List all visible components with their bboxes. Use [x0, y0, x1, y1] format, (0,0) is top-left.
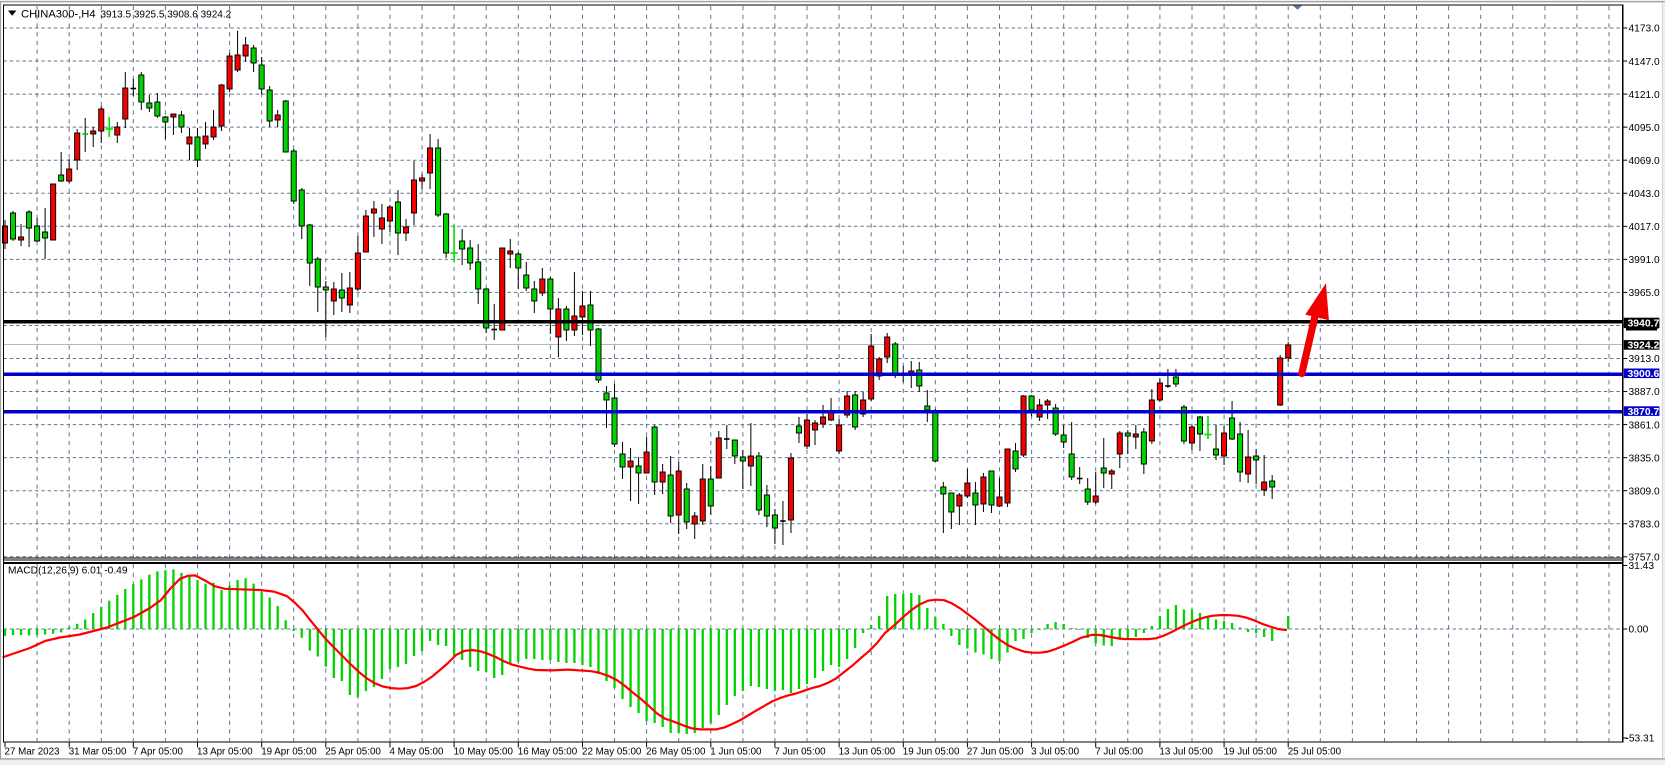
svg-text:26 May 05:00: 26 May 05:00 [646, 747, 706, 758]
svg-text:MACD(12,26,9) 6.01 -0.49: MACD(12,26,9) 6.01 -0.49 [8, 565, 128, 576]
svg-text:4147.0: 4147.0 [1629, 57, 1660, 68]
svg-text:13 Jul 05:00: 13 Jul 05:00 [1159, 747, 1213, 758]
svg-text:3913.0: 3913.0 [1629, 354, 1660, 365]
svg-text:7 Apr 05:00: 7 Apr 05:00 [133, 747, 184, 758]
svg-text:19 Apr 05:00: 19 Apr 05:00 [261, 747, 317, 758]
svg-text:10 May 05:00: 10 May 05:00 [454, 747, 514, 758]
svg-text:13 Apr 05:00: 13 Apr 05:00 [197, 747, 253, 758]
svg-text:3870.7: 3870.7 [1628, 407, 1660, 418]
svg-text:3900.6: 3900.6 [1628, 369, 1660, 380]
svg-text:3757.0: 3757.0 [1629, 553, 1660, 564]
svg-text:25 Apr 05:00: 25 Apr 05:00 [325, 747, 381, 758]
svg-text:1 Jun 05:00: 1 Jun 05:00 [710, 747, 762, 758]
svg-text:-53.31: -53.31 [1626, 734, 1655, 745]
svg-text:3913.5 3925.5 3908.6 3924.2: 3913.5 3925.5 3908.6 3924.2 [101, 10, 232, 21]
svg-text:31.43: 31.43 [1629, 561, 1655, 572]
svg-text:4069.0: 4069.0 [1629, 156, 1660, 167]
svg-text:4017.0: 4017.0 [1629, 222, 1660, 233]
svg-text:27 Mar 2023: 27 Mar 2023 [5, 747, 61, 758]
svg-text:7 Jul 05:00: 7 Jul 05:00 [1095, 747, 1143, 758]
svg-text:3 Jul 05:00: 3 Jul 05:00 [1031, 747, 1079, 758]
svg-text:4095.0: 4095.0 [1629, 123, 1660, 134]
svg-text:CHINA300-,H4: CHINA300-,H4 [21, 9, 96, 21]
svg-text:4 May 05:00: 4 May 05:00 [390, 747, 444, 758]
svg-text:3965.0: 3965.0 [1629, 288, 1660, 299]
svg-text:0.00: 0.00 [1629, 625, 1649, 636]
svg-text:3924.2: 3924.2 [1628, 341, 1660, 352]
svg-text:3783.0: 3783.0 [1629, 520, 1660, 531]
svg-text:13 Jun 05:00: 13 Jun 05:00 [839, 747, 896, 758]
svg-text:3991.0: 3991.0 [1629, 255, 1660, 266]
svg-text:3861.0: 3861.0 [1629, 420, 1660, 431]
svg-text:16 May 05:00: 16 May 05:00 [518, 747, 578, 758]
svg-text:31 Mar 05:00: 31 Mar 05:00 [69, 747, 127, 758]
svg-text:3887.0: 3887.0 [1629, 387, 1660, 398]
svg-text:7 Jun 05:00: 7 Jun 05:00 [774, 747, 826, 758]
svg-text:19 Jul 05:00: 19 Jul 05:00 [1224, 747, 1278, 758]
svg-text:25 Jul 05:00: 25 Jul 05:00 [1288, 747, 1342, 758]
svg-text:22 May 05:00: 22 May 05:00 [582, 747, 642, 758]
svg-text:4173.0: 4173.0 [1629, 24, 1660, 35]
svg-text:4121.0: 4121.0 [1629, 90, 1660, 101]
svg-text:3835.0: 3835.0 [1629, 453, 1660, 464]
svg-text:4043.0: 4043.0 [1629, 189, 1660, 200]
svg-text:19 Jun 05:00: 19 Jun 05:00 [903, 747, 960, 758]
svg-text:3940.7: 3940.7 [1628, 319, 1660, 330]
svg-text:27 Jun 05:00: 27 Jun 05:00 [967, 747, 1024, 758]
svg-text:3809.0: 3809.0 [1629, 486, 1660, 497]
